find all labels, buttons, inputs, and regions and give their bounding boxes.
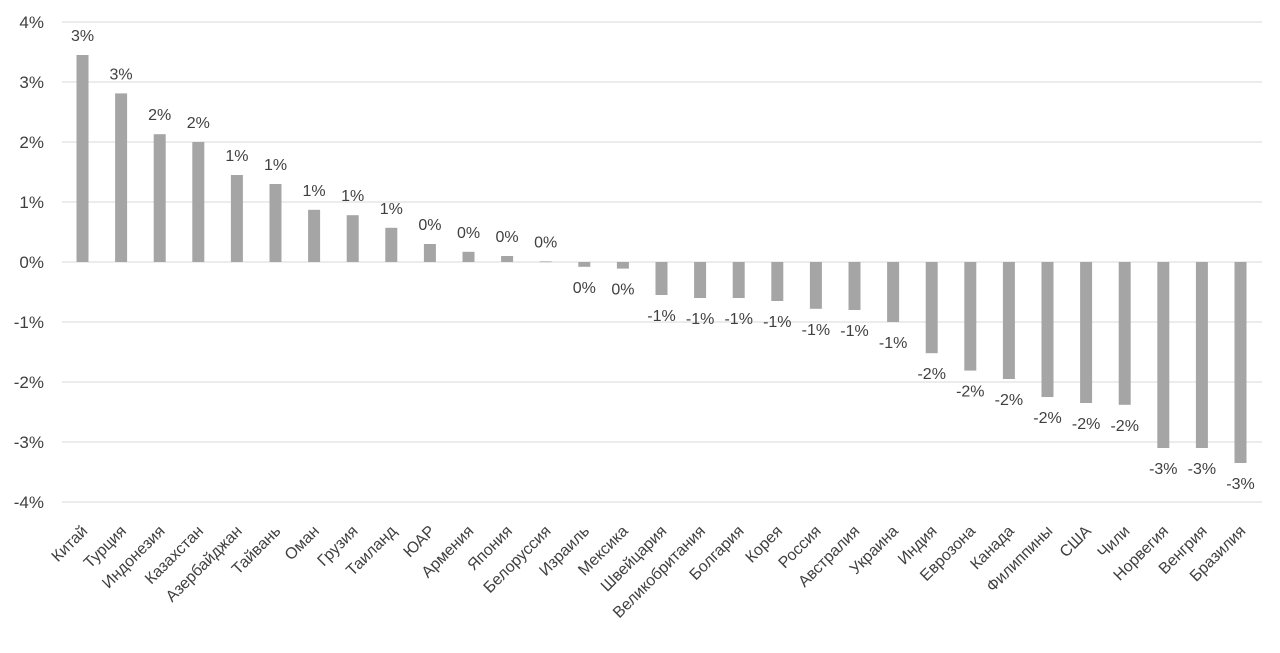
y-tick-label: -4% xyxy=(14,493,44,512)
y-tick-label: -2% xyxy=(14,373,44,392)
bar xyxy=(230,175,243,262)
data-label: -2% xyxy=(1110,418,1138,435)
data-label: -2% xyxy=(1033,410,1061,427)
data-label: 0% xyxy=(496,229,519,246)
bar xyxy=(385,227,398,262)
data-label: -1% xyxy=(879,335,907,352)
data-label: 0% xyxy=(457,225,480,242)
bar xyxy=(346,215,359,262)
data-label: 0% xyxy=(573,280,596,297)
bar xyxy=(1234,262,1247,463)
data-label: 0% xyxy=(418,217,441,234)
data-label: -1% xyxy=(686,311,714,328)
data-label: -3% xyxy=(1226,476,1254,493)
bar xyxy=(462,251,475,262)
data-label: 0% xyxy=(611,282,634,299)
data-label: 1% xyxy=(225,148,248,165)
data-label: 0% xyxy=(534,234,557,251)
bar xyxy=(1041,262,1054,397)
bar xyxy=(192,142,205,262)
data-label: 3% xyxy=(71,28,94,45)
data-label: 2% xyxy=(187,115,210,132)
bar xyxy=(153,134,166,262)
y-tick-label: 4% xyxy=(19,13,44,32)
bar xyxy=(1195,262,1208,448)
bar xyxy=(578,262,591,267)
bar xyxy=(732,262,745,298)
data-label: -1% xyxy=(802,322,830,339)
bar xyxy=(887,262,900,322)
data-label: -1% xyxy=(763,314,791,331)
bar xyxy=(115,93,128,263)
bar xyxy=(964,262,977,371)
data-label: -2% xyxy=(1072,416,1100,433)
bar xyxy=(771,262,784,301)
x-tick-label: США xyxy=(1057,523,1095,561)
bar xyxy=(694,262,707,298)
bar xyxy=(76,55,89,262)
bar xyxy=(501,256,514,262)
data-label: -2% xyxy=(917,366,945,383)
y-tick-label: 0% xyxy=(19,253,44,272)
bars xyxy=(76,55,1247,463)
data-label: 1% xyxy=(264,157,287,174)
data-label: 1% xyxy=(341,188,364,205)
y-axis-tick-labels: 4% 3% 2% 1% 0% -1% -2% -3% -4% xyxy=(14,13,44,512)
data-label: -2% xyxy=(995,392,1023,409)
data-label: -1% xyxy=(647,308,675,325)
bar xyxy=(269,184,282,262)
bar xyxy=(1080,262,1093,403)
data-label: 2% xyxy=(148,107,171,124)
bar xyxy=(423,244,436,262)
data-label: -3% xyxy=(1149,461,1177,478)
bar xyxy=(308,209,321,262)
bar xyxy=(1157,262,1170,448)
y-tick-label: 1% xyxy=(19,193,44,212)
data-label: 1% xyxy=(380,201,403,218)
y-tick-label: -3% xyxy=(14,433,44,452)
y-tick-label: 3% xyxy=(19,73,44,92)
bar xyxy=(655,262,668,295)
data-label: -3% xyxy=(1188,461,1216,478)
bar xyxy=(1118,262,1131,405)
y-tick-label: 2% xyxy=(19,133,44,152)
bar xyxy=(809,262,822,309)
data-label: 3% xyxy=(110,66,133,83)
data-label: -1% xyxy=(724,311,752,328)
data-label: -1% xyxy=(840,323,868,340)
bar xyxy=(848,262,861,310)
bar xyxy=(616,262,629,269)
bar xyxy=(925,262,938,354)
bar xyxy=(539,261,552,263)
data-label: 1% xyxy=(303,183,326,200)
x-axis-tick-labels: КитайТурцияИндонезияКазахстанАзербайджан… xyxy=(49,522,1250,621)
data-labels: 3%3%2% 2%1%1%1% 1%1%0% 0% 0% 0%0% 0%-1% -1% -1% -… xyxy=(71,28,1255,493)
bar xyxy=(1002,262,1015,379)
data-label: -2% xyxy=(956,384,984,401)
y-tick-label: -1% xyxy=(14,313,44,332)
